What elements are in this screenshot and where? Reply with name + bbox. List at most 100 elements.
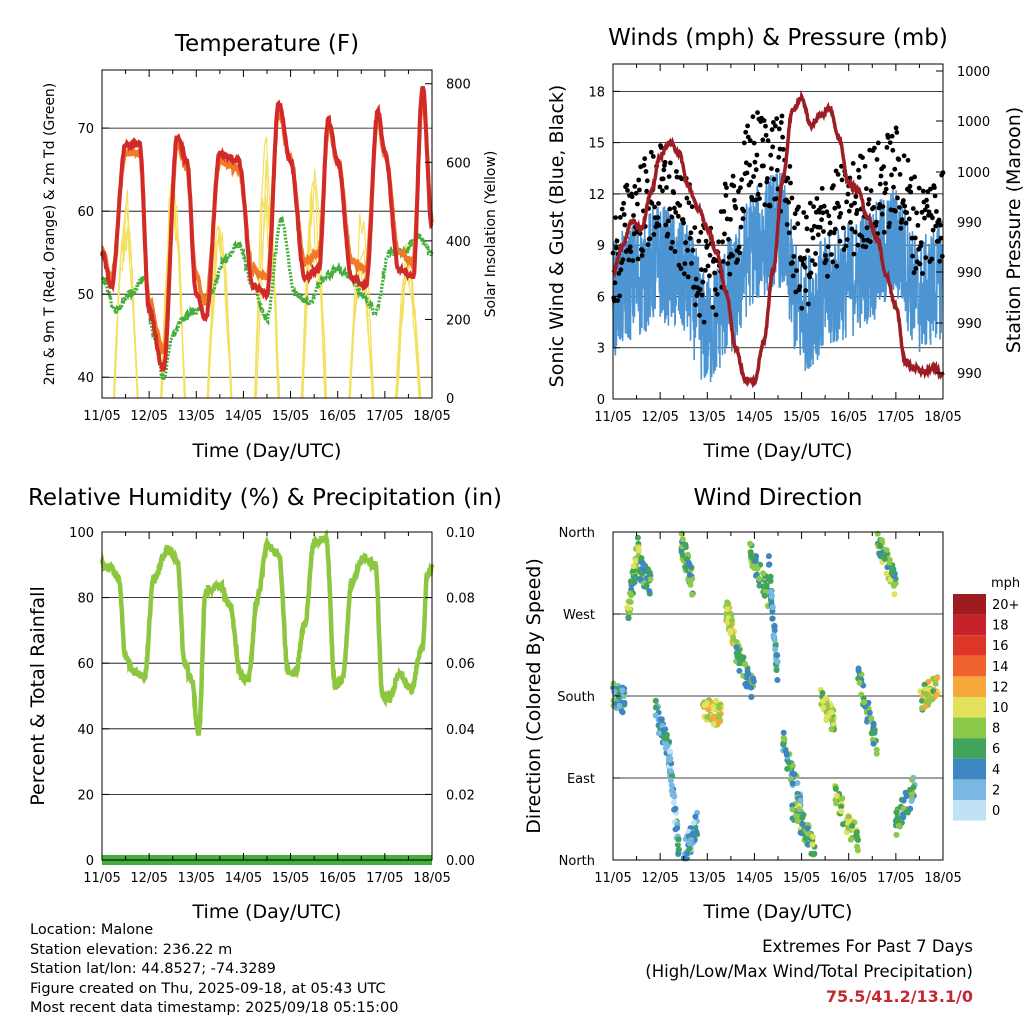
gust-point [736, 244, 742, 250]
direction-point [769, 604, 776, 611]
precip-ytick2-label: 0.00 [446, 854, 475, 869]
legend-label: 20+ [992, 598, 1019, 613]
temp-xtick-label: 15/05 [272, 409, 309, 424]
gust-point [615, 298, 620, 303]
gust-point [894, 130, 900, 135]
gust-point [868, 188, 874, 194]
gust-point [939, 253, 945, 259]
gust-point [725, 261, 731, 266]
direction-point [686, 846, 693, 852]
direction-point [794, 818, 801, 825]
gust-point [926, 209, 932, 215]
direction-panel: Wind Direction North East South West North 11… [523, 485, 1020, 923]
speed-color-legend: mph 20+ 18 16 14 12 10 8 6 4 2 0 [953, 576, 1020, 821]
gust-point [630, 258, 636, 263]
dir-xtick-label: 18/05 [924, 871, 961, 886]
gust-point [897, 205, 902, 210]
gust-point [727, 271, 733, 277]
gust-point [786, 230, 792, 236]
gust-point [770, 144, 776, 150]
direction-point [877, 543, 884, 549]
gust-point [868, 239, 873, 245]
gust-point [693, 302, 698, 308]
gust-point [700, 279, 706, 285]
gust-point [650, 154, 656, 159]
gust-point [748, 179, 754, 185]
direction-point [634, 534, 641, 541]
gust-point [656, 201, 661, 206]
gust-point [754, 152, 760, 158]
rh-xtick-label: 16/05 [319, 871, 356, 886]
direction-point [768, 593, 775, 600]
gust-point [678, 266, 684, 271]
gust-point [928, 186, 933, 192]
gust-point [773, 123, 778, 129]
humidity-ylabel-left: Percent & Total Rainfall [27, 586, 49, 805]
direction-point [748, 694, 755, 700]
direction-point [763, 583, 769, 590]
direction-xlabel: Time (Day/UTC) [703, 901, 853, 923]
gust-point [720, 259, 726, 264]
temp-xtick-label: 11/05 [83, 409, 120, 424]
gust-point [733, 205, 739, 211]
gust-point [826, 213, 832, 219]
gust-point [747, 138, 753, 143]
temperature-title: Temperature (F) [174, 31, 359, 57]
direction-point [828, 716, 835, 723]
gust-point [677, 203, 683, 208]
gust-point [930, 215, 935, 221]
direction-point [772, 646, 779, 653]
direction-point [679, 552, 686, 558]
gust-point [769, 166, 774, 172]
gust-point [792, 225, 797, 231]
gust-point [732, 197, 737, 203]
wind-xtick-label: 11/05 [594, 410, 631, 425]
temp-ytick-label: 70 [77, 122, 94, 137]
wind-xtick-label: 13/05 [689, 410, 726, 425]
direction-point [729, 617, 736, 624]
direction-point [822, 695, 829, 702]
extremes-box: Extremes For Past 7 Days (High/Low/Max W… [645, 934, 973, 1009]
gust-point [821, 203, 827, 209]
gust-point [934, 209, 939, 214]
wind-ytick-label: 12 [588, 188, 605, 203]
gust-point [938, 235, 944, 241]
gust-point [753, 197, 758, 203]
gust-point [802, 264, 808, 270]
gust-point [901, 198, 906, 203]
direction-point [828, 709, 835, 716]
gust-point [873, 219, 879, 225]
gust-point [792, 211, 798, 217]
gust-point [890, 147, 896, 153]
legend-swatch [953, 676, 986, 697]
direction-point [668, 782, 675, 789]
temp-ytick-label: 50 [77, 288, 94, 303]
gust-point [687, 235, 693, 241]
gust-point [739, 177, 745, 183]
direction-point [669, 792, 676, 799]
direction-point [789, 770, 796, 777]
direction-point [704, 713, 711, 720]
gust-point [807, 274, 813, 280]
winds-ticks: 0 3 6 9 12 15 18 990 990 990 990 1000 1000 1000 11/05 1… [588, 64, 990, 425]
direction-point [910, 784, 917, 791]
gust-point [619, 206, 625, 212]
gust-point [804, 226, 810, 232]
gust-point [887, 220, 892, 226]
gust-point [904, 210, 910, 216]
gust-point [846, 208, 852, 214]
gust-point [668, 160, 673, 166]
gust-point [712, 287, 718, 293]
direction-point [724, 606, 731, 613]
direction-point [725, 600, 732, 607]
gust-point [920, 271, 925, 276]
direction-point [611, 688, 618, 695]
gust-point [809, 258, 815, 263]
direction-point [705, 706, 712, 713]
gust-point [881, 164, 886, 170]
gust-point [707, 273, 712, 279]
gust-point [666, 218, 671, 224]
direction-point [908, 792, 915, 799]
gust-point [771, 176, 777, 182]
